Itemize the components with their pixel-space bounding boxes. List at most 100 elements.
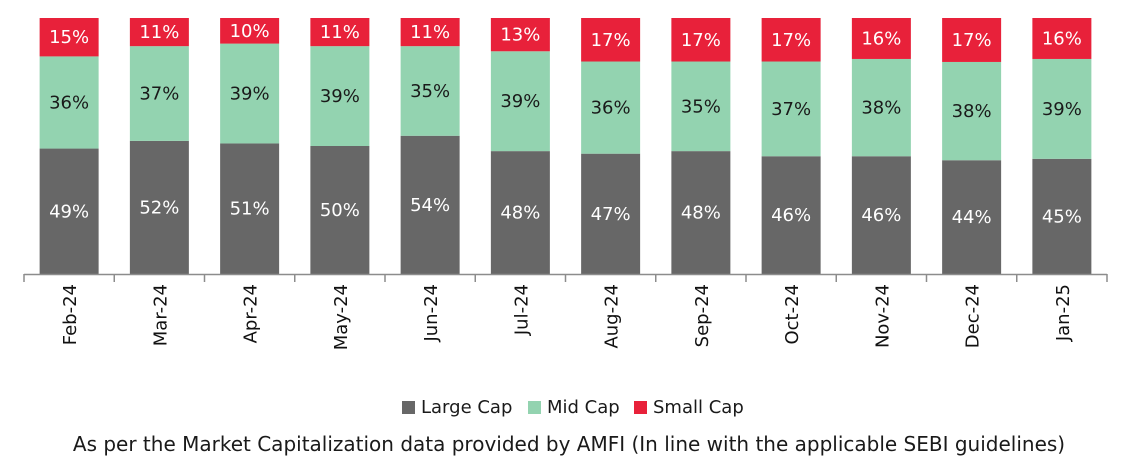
legend-swatch	[528, 401, 541, 414]
legend-item-mid-cap: Mid Cap	[528, 397, 620, 418]
large-cap-bar-segment	[490, 151, 550, 274]
large-cap-bar-segment	[39, 148, 99, 274]
large-cap-data-label: 46%	[771, 205, 811, 226]
x-tick-label: Mar-24	[150, 284, 171, 346]
x-axis: Feb-24 Mar-24 Apr-24 May-24 Jun-24 Jul-24 Aug-…	[23, 273, 1108, 350]
mid-cap-bar-segment	[310, 46, 370, 146]
large-cap-data-label: 54%	[410, 195, 450, 216]
large-cap-bar-segment	[942, 160, 1002, 274]
large-cap-data-label: 49%	[49, 201, 89, 222]
small-cap-bar-segment	[39, 18, 99, 57]
small-cap-bar-segment	[490, 18, 550, 52]
large-cap-data-label: 44%	[952, 207, 992, 228]
mid-cap-data-label: 36%	[49, 92, 89, 113]
small-cap-bar-segment	[942, 18, 1002, 62]
small-cap-data-label: 17%	[952, 30, 992, 51]
bar-group-nov-24: 46% 38% 16%	[851, 18, 911, 274]
large-cap-data-label: 46%	[861, 205, 901, 226]
small-cap-data-label: 13%	[500, 25, 540, 46]
bar-group-mar-24: 52% 37% 11%	[129, 18, 189, 274]
mid-cap-bar-segment	[129, 46, 189, 141]
large-cap-data-label: 48%	[500, 203, 540, 224]
large-cap-data-label: 47%	[591, 204, 631, 225]
x-tick-label: Jul-24	[511, 284, 532, 336]
footnote: As per the Market Capitalization data pr…	[72, 432, 1066, 456]
mid-cap-data-label: 35%	[410, 81, 450, 102]
small-cap-bar-segment	[400, 18, 460, 47]
bar-group-oct-24: 46% 37% 17%	[761, 18, 821, 274]
small-cap-data-label: 17%	[681, 30, 721, 51]
legend-item-large-cap: Large Cap	[402, 397, 512, 418]
small-cap-bar-segment	[220, 18, 280, 44]
mid-cap-bar-segment	[220, 43, 280, 144]
bar-group-apr-24: 51% 39% 10%	[220, 18, 280, 274]
mid-cap-data-label: 37%	[139, 84, 179, 105]
small-cap-data-label: 11%	[320, 22, 360, 43]
x-tick-label: Feb-24	[60, 284, 81, 345]
mid-cap-bar-segment	[581, 61, 641, 154]
bar-group-jan-25: 45% 39% 16%	[1032, 18, 1092, 274]
mid-cap-data-label: 39%	[1042, 99, 1082, 120]
mid-cap-bar-segment	[400, 46, 460, 136]
large-cap-data-label: 52%	[139, 197, 179, 218]
small-cap-bar-segment	[671, 18, 731, 62]
large-cap-bar-segment	[671, 151, 731, 274]
legend: Large Cap Mid Cap Small Cap	[402, 397, 744, 418]
large-cap-bar-segment	[400, 135, 460, 274]
bar-group-feb-24: 49% 36% 15%	[39, 18, 99, 274]
large-cap-bar-segment	[220, 143, 280, 274]
x-tick-label: Dec-24	[963, 284, 984, 348]
mid-cap-data-label: 39%	[500, 91, 540, 112]
bars-layer: 49% 36% 15% 52% 37% 11% 51% 39% 10% 50% 39% 11% 54% 3…	[39, 18, 1092, 274]
large-cap-bar-segment	[851, 156, 911, 274]
legend-label: Large Cap	[421, 397, 512, 418]
mid-cap-data-label: 39%	[230, 84, 270, 105]
mid-cap-bar-segment	[490, 51, 550, 152]
mid-cap-bar-segment	[671, 61, 731, 152]
mid-cap-bar-segment	[761, 61, 821, 157]
small-cap-bar-segment	[851, 18, 911, 59]
legend-item-small-cap: Small Cap	[634, 397, 744, 418]
x-tick-label: Apr-24	[241, 284, 262, 343]
small-cap-data-label: 11%	[410, 22, 450, 43]
mid-cap-data-label: 38%	[952, 101, 992, 122]
mid-cap-data-label: 35%	[681, 96, 721, 117]
mid-cap-data-label: 36%	[591, 98, 631, 119]
mid-cap-data-label: 39%	[320, 86, 360, 107]
large-cap-bar-segment	[1032, 158, 1092, 274]
x-tick-label: Jan-25	[1053, 284, 1074, 342]
small-cap-bar-segment	[761, 18, 821, 62]
bar-group-jul-24: 48% 39% 13%	[490, 18, 550, 274]
small-cap-bar-segment	[310, 18, 370, 47]
bar-group-sep-24: 48% 35% 17%	[671, 18, 731, 274]
legend-swatch	[634, 401, 647, 414]
x-tick-label: Jun-24	[421, 284, 442, 343]
mid-cap-data-label: 37%	[771, 99, 811, 120]
large-cap-bar-segment	[310, 146, 370, 274]
bar-group-may-24: 50% 39% 11%	[310, 18, 370, 274]
large-cap-data-label: 45%	[1042, 206, 1082, 227]
mid-cap-bar-segment	[942, 61, 1002, 161]
large-cap-bar-segment	[129, 140, 189, 274]
legend-label: Mid Cap	[547, 397, 620, 418]
bar-group-jun-24: 54% 35% 11%	[400, 18, 460, 274]
x-tick-label: Nov-24	[872, 284, 893, 348]
small-cap-bar-segment	[1032, 18, 1092, 59]
x-tick-label: Sep-24	[692, 284, 713, 347]
small-cap-bar-segment	[581, 18, 641, 62]
large-cap-data-label: 51%	[230, 199, 270, 220]
legend-swatch	[402, 401, 415, 414]
small-cap-data-label: 11%	[139, 22, 179, 43]
x-tick-label: Aug-24	[602, 284, 623, 349]
mid-cap-data-label: 38%	[861, 98, 901, 119]
bar-group-aug-24: 47% 36% 17%	[581, 18, 641, 274]
small-cap-data-label: 15%	[49, 27, 89, 48]
large-cap-data-label: 50%	[320, 200, 360, 221]
x-tick-label: Oct-24	[782, 284, 803, 345]
mid-cap-bar-segment	[1032, 58, 1092, 159]
small-cap-data-label: 16%	[861, 28, 901, 49]
legend-label: Small Cap	[653, 397, 744, 418]
large-cap-bar-segment	[761, 156, 821, 274]
